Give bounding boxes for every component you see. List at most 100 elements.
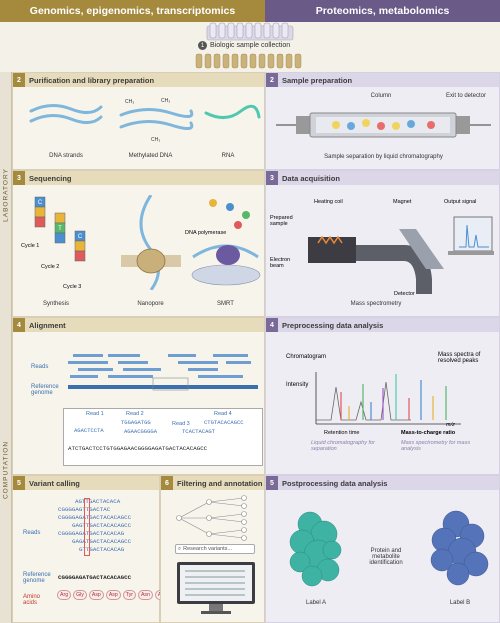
spectra-plot — [315, 372, 461, 425]
variant-read-row: CGGGGAGATGACTACACAG — [58, 530, 125, 537]
chromatography-column-icon — [276, 112, 491, 138]
computation-sidebar: COMPUTATION — [0, 317, 12, 623]
reference-genome-label: Reference genome — [31, 384, 59, 396]
data-acquisition-panel: 3 Data acquisition Heating coil Magnet Ou… — [265, 170, 500, 317]
amino-acid: Asp — [88, 590, 104, 600]
panel-title: Sequencing — [29, 173, 72, 183]
panel-title: Filtering and annotation — [177, 478, 263, 488]
preprocessing-panel: 4 Preprocessing data analysis Chromatogra… — [265, 317, 500, 475]
research-search-input[interactable]: ⌕ Research variants... — [175, 544, 255, 554]
identification-label: Protein and metabolite identification — [369, 548, 403, 566]
variant-reference-seq: CGGGGAGATGACTACACAGCC — [58, 574, 132, 581]
read-3b-seq: TCACTACAGT — [182, 428, 216, 435]
column-label: Column — [370, 93, 392, 99]
sample-prep-panel: 2 Sample preparation Column Exit to detec… — [265, 72, 500, 170]
amino-acid: Gly — [73, 590, 87, 600]
output-signal-label: Output signal — [444, 199, 477, 205]
polymerase-label: DNA polymerase — [185, 230, 227, 236]
mass-spectra-label: Mass spectra of resolved peaks — [438, 352, 481, 364]
lc-label: Liquid chromatography for separation — [311, 440, 375, 452]
variant-read-rows: AGTTGACTACACA CGGGGAGTTGACTAC CGGGGAGATG… — [58, 498, 131, 554]
variant-read-row: GAGATGACTACACAGCC — [72, 538, 132, 545]
step-number: 2 — [13, 73, 25, 87]
monitor-icon — [177, 562, 255, 614]
detector-label: Detector — [394, 291, 415, 297]
methylated-dna-label: Methylated DNA — [128, 153, 173, 159]
step-number: 2 — [266, 73, 278, 87]
panel-title: Postprocessing data analysis — [282, 478, 388, 488]
sample-collection: 1 Biologic sample collection — [180, 22, 320, 72]
protein-b-icon — [430, 510, 489, 586]
read-3-label: Read 3 — [172, 421, 190, 427]
genomics-header: Genomics, epigenomics, transcriptomics — [0, 0, 265, 22]
step-number: 6 — [161, 476, 173, 490]
exit-label: Exit to detector — [445, 93, 487, 99]
synthesis-label: Synthesis — [42, 301, 69, 307]
chromatogram-label: Chromatogram — [286, 354, 327, 360]
step-number: 3 — [266, 171, 278, 185]
amino-acid: Arg — [57, 590, 72, 600]
proteomics-header: Proteomics, metabolomics — [265, 0, 500, 22]
amino-acid: Tyr — [122, 590, 136, 600]
read-4-label: Read 4 — [214, 411, 232, 417]
reads-label: Reads — [23, 530, 41, 536]
variant-read-row: CGGGGAGTTGACTAC — [58, 506, 111, 513]
methylated-dna-icon — [119, 108, 194, 118]
mass-ratio-label: Mass-to-charge ratio — [401, 430, 456, 436]
nanopore-label: Nanopore — [137, 301, 164, 307]
label-a: Label A — [305, 600, 327, 606]
retention-time-label: Retention time — [324, 430, 360, 436]
search-placeholder: Research variants... — [183, 546, 233, 552]
smrt-label: SMRT — [217, 301, 234, 307]
dna-polymerase-icon — [216, 245, 240, 265]
read-3a-seq: AGAACGGGGA — [124, 428, 158, 435]
step-number: 4 — [266, 318, 278, 332]
panel-title: Purification and library preparation — [29, 75, 155, 85]
panel-title: Sample preparation — [282, 75, 353, 85]
step-number: 5 — [13, 476, 25, 490]
variant-calling-panel: 5 Variant calling Reads Reference genome … — [12, 475, 169, 623]
panel-title: Data acquisition — [282, 173, 340, 183]
reads-label: Reads — [31, 364, 49, 370]
mass-spectrometer-icon — [308, 216, 494, 294]
variant-read-row: GAGTTGACTACACAGCC — [72, 522, 132, 529]
read-1-label: Read 1 — [86, 411, 104, 417]
amino-acid: Asn — [137, 590, 153, 600]
step-1-badge: 1 — [198, 41, 207, 50]
nucleic-acid-illustration: CH₃ CH₃ CH₃ — [29, 98, 261, 143]
reference-genome-label: Reference genome — [23, 572, 51, 584]
sample-collection-label: Biologic sample collection — [210, 42, 291, 49]
intensity-label: Intensity — [286, 382, 309, 388]
filtering-panel: 6 Filtering and annotation ⌕ Research var… — [160, 475, 265, 623]
synthesis-illustration: C T C — [34, 196, 86, 262]
methylated-dna-icon — [119, 120, 194, 130]
nanopore-icon — [121, 195, 181, 290]
variant-highlight — [84, 498, 90, 556]
protein-a-icon — [289, 511, 342, 587]
dna-strand-icon — [29, 114, 103, 124]
heating-coil-label: Heating coil — [314, 199, 343, 205]
mz-label: m/z — [446, 422, 455, 428]
postprocessing-panel: 5 Postprocessing data analysis Protein an… — [265, 475, 500, 623]
step-number: 5 — [266, 476, 278, 490]
read-4-seq: CTGTACACAGCC — [204, 419, 244, 426]
cycle-2-label: Cycle 2 — [41, 264, 60, 270]
decision-tree-icon — [176, 495, 247, 541]
read-1-seq: AGACTCCTA — [74, 427, 104, 434]
label-b: Label B — [449, 600, 471, 606]
methyl-label: CH₃ — [151, 137, 160, 143]
methyl-label: CH₃ — [125, 99, 134, 105]
panel-title: Alignment — [29, 320, 66, 330]
cycle-3-label: Cycle 3 — [63, 284, 82, 290]
rna-strand-icon — [204, 104, 261, 119]
sample-prep-caption: Sample separation by liquid chromatograp… — [324, 154, 443, 160]
alignment-panel: 4 Alignment Reads Reference genome Read 1… — [12, 317, 265, 475]
purification-panel: 2 Purification and library preparation CH… — [12, 72, 265, 170]
tube-rack-icon — [195, 22, 302, 69]
step-number: 4 — [13, 318, 25, 332]
ms-label: Mass spectrometry for mass analysis — [401, 440, 471, 452]
base-c: C — [38, 200, 43, 206]
mass-spectrometry-caption: Mass spectrometry — [350, 301, 402, 307]
reference-seq: ATCTGACTCCTGTGGAGAACGGGGAGATGACTACACAGCC — [68, 445, 208, 452]
variant-read-row: CGGGGAGATGACTACACAGCC — [58, 514, 132, 521]
